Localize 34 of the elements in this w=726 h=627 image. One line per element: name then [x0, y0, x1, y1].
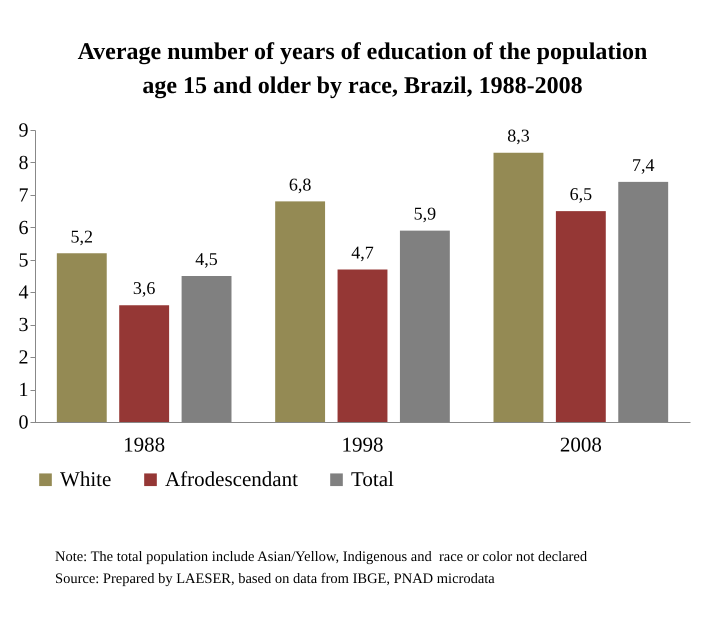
- y-tick-label: 3: [18, 314, 28, 336]
- y-tick-label: 8: [18, 152, 28, 174]
- y-tick-label: 2: [18, 346, 28, 369]
- y-tick-label: 6: [18, 216, 28, 239]
- y-tick-label: 5: [18, 249, 28, 272]
- data-label: 6,5: [570, 184, 592, 204]
- data-label: 4,5: [195, 249, 218, 269]
- data-label: 5,2: [70, 226, 94, 246]
- source-note: Source: Prepared by LAESER, based on data from IBGE, PNAD microdata: [55, 570, 496, 589]
- bar: [56, 253, 107, 422]
- x-tick-label: 1988: [123, 432, 166, 456]
- legend-label: Afrodescendant: [165, 466, 298, 491]
- data-label: 6,8: [288, 174, 312, 194]
- y-tick-label: 7: [18, 184, 28, 206]
- bar: [275, 201, 326, 422]
- bar: [494, 152, 544, 422]
- data-label: 5,9: [414, 204, 436, 224]
- bar: [338, 270, 388, 422]
- chart-title: Average number of years of education of the population age 15 and older by race, Brazil, 1988-2008: [78, 39, 648, 99]
- bar: [556, 211, 606, 422]
- data-label: 7,4: [632, 154, 654, 175]
- data-label: 8,3: [507, 126, 530, 146]
- x-tick-label: 1998: [342, 432, 384, 456]
- data-label: 4,7: [351, 242, 374, 263]
- data-label: 3,6: [132, 278, 156, 298]
- y-tick-label: 9: [18, 120, 28, 142]
- y-tick-label: 0: [18, 412, 28, 434]
- bar: [119, 305, 170, 422]
- legend-label: White: [60, 466, 112, 491]
- y-tick-label: 4: [18, 282, 28, 304]
- x-tick-label: 2008: [560, 432, 602, 456]
- text: Note: The total population include Asian/Yellow, Indigenous and race or color not declared: [55, 548, 588, 567]
- y-tick-label: 1: [18, 379, 28, 402]
- legend-label: Total: [351, 466, 394, 491]
